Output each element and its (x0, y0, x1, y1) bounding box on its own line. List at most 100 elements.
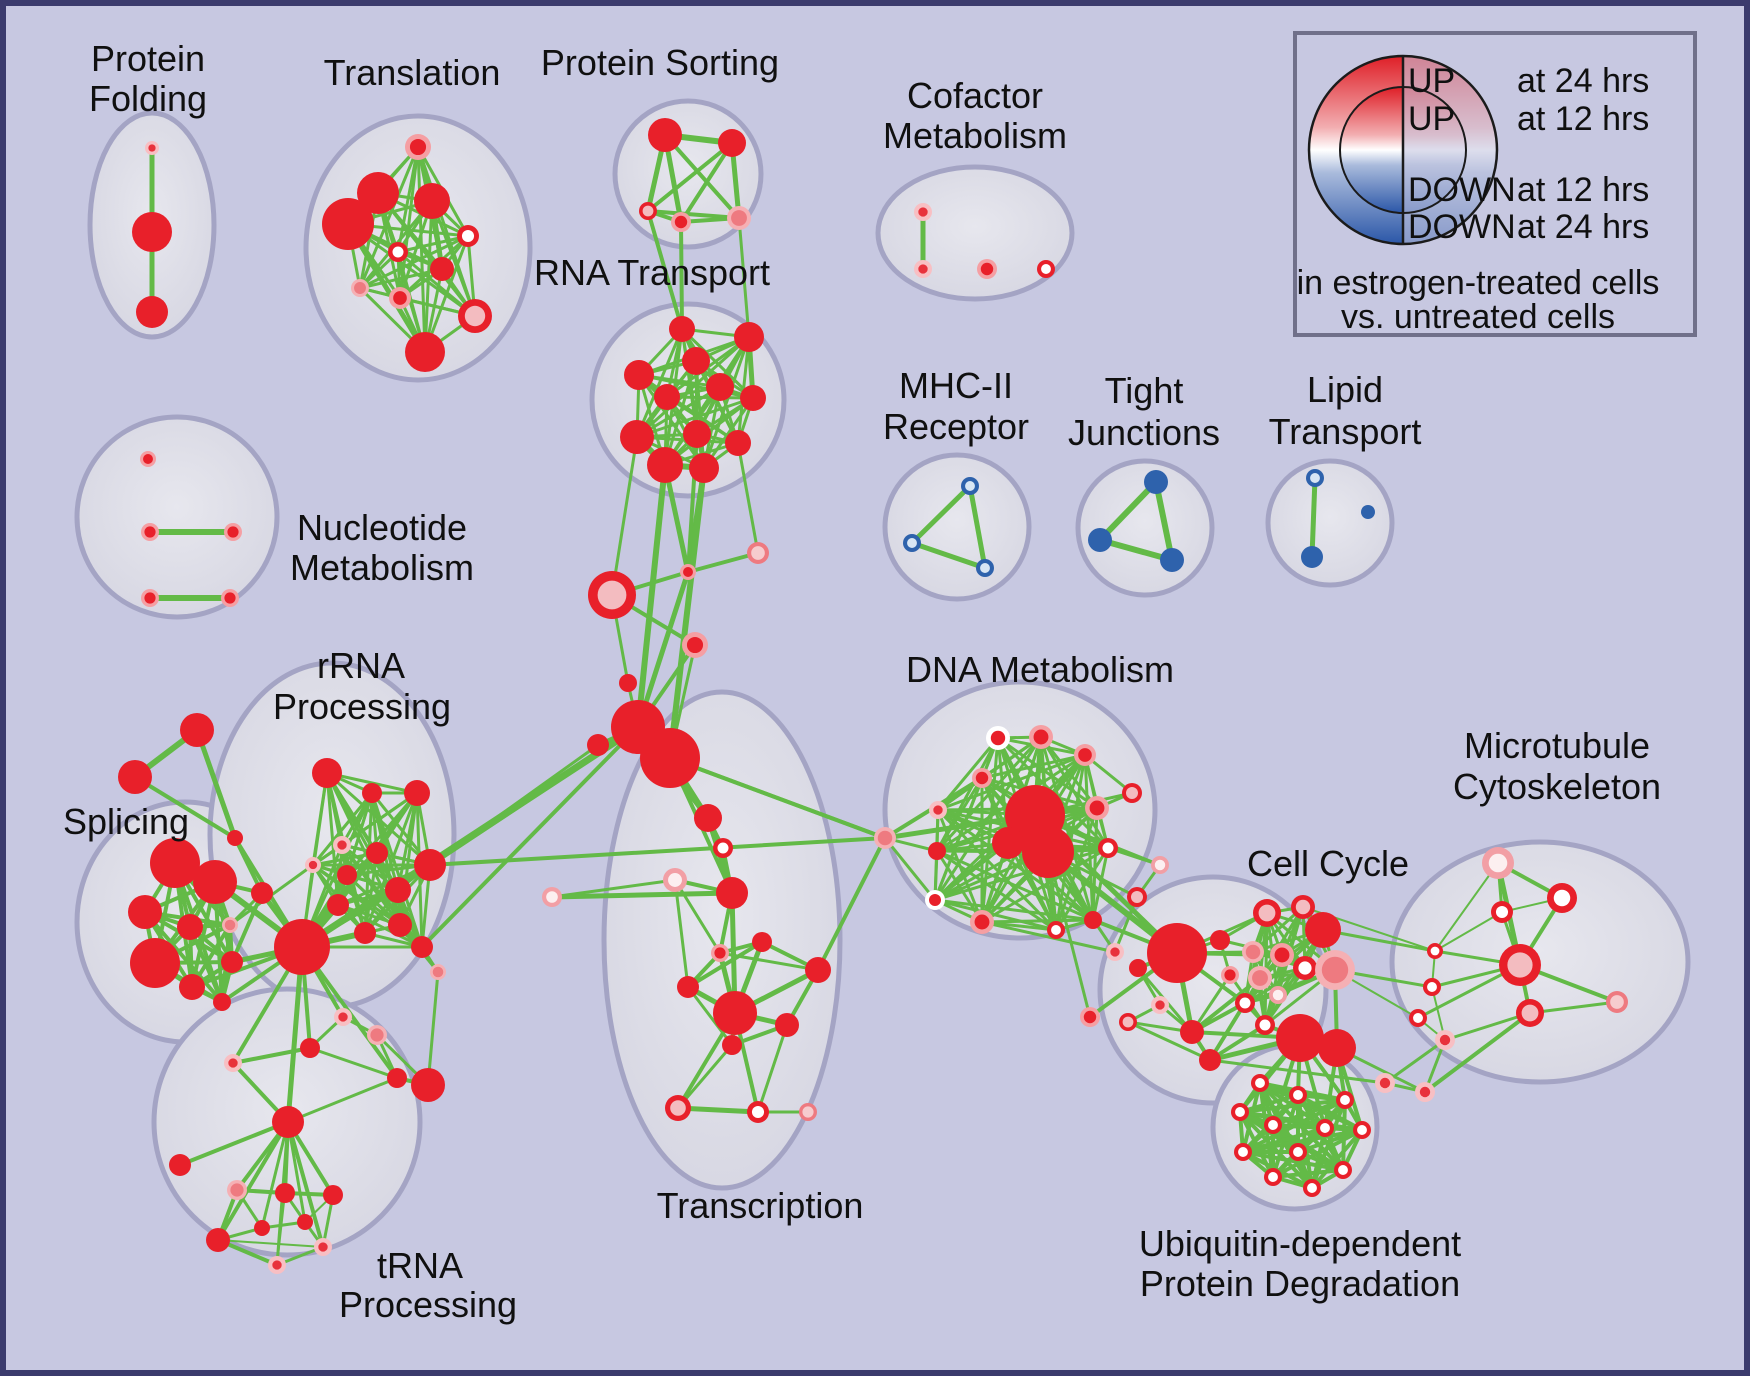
cluster-mhc_ii_receptor-area (882, 452, 1032, 602)
label-tight_junctions: Tight (1105, 370, 1184, 411)
node-transcription-10 (722, 1035, 742, 1055)
node-transcription-12 (747, 1101, 769, 1123)
node-translation-4 (457, 225, 479, 247)
label-nucleotide_metabolism: Nucleotide (297, 507, 467, 548)
legend-faded-halves (1403, 56, 1497, 244)
edge-trna_processing (286, 1120, 325, 1249)
edge-dna_metabolism (936, 753, 1087, 812)
node-rrna_processing-4 (305, 857, 321, 873)
node-dna_metabolism-7 (1022, 826, 1074, 878)
node-tight_junctions-0 (1144, 470, 1168, 494)
node-ubiquitin_degradation-4 (1336, 1091, 1354, 1109)
node-cell_cycle-4 (1270, 943, 1294, 967)
edge-connectors-dna_metabolism (883, 836, 937, 902)
node-trna_processing-0 (272, 1106, 304, 1138)
edge-dna_metabolism (936, 808, 1058, 932)
node-dna_metabolism-1 (1029, 725, 1053, 749)
node-splicing-5 (130, 938, 180, 988)
edge-splicing (143, 910, 224, 1004)
edge-cell_cycle (1208, 976, 1262, 1062)
node-translation-1 (357, 172, 399, 214)
node-rna_transport-8 (620, 420, 654, 454)
node-lipid_transport-1 (1301, 546, 1323, 568)
node-cell_cycle-12 (1129, 959, 1147, 977)
node-cell_cycle-2 (1305, 912, 1341, 948)
legend-row-2-direction: DOWN (1408, 171, 1516, 209)
label-rna_transport: RNA Transport (534, 252, 770, 293)
edge-rna_transport-connectors (610, 435, 639, 597)
label-ubiquitin_degradation: Protein Degradation (1140, 1263, 1460, 1304)
label-splicing: Splicing (63, 801, 189, 842)
node-splicing-8 (213, 993, 231, 1011)
node-rrna_processing-5 (337, 865, 357, 885)
edge-microtubule_cytoskeleton (1434, 862, 1499, 952)
node-rna_transport-11 (689, 453, 719, 483)
label-cell_cycle: Cell Cycle (1247, 843, 1409, 884)
edge-tight_junctions (1097, 537, 1175, 563)
label-lipid_transport: Lipid (1307, 369, 1383, 410)
edge-dna_metabolism (933, 898, 1095, 922)
edge-rna_transport-connectors (667, 465, 707, 761)
legend-row-3-direction: DOWN (1408, 208, 1516, 246)
node-trna_processing-1 (169, 1154, 191, 1176)
node-lipid_transport-2 (1361, 505, 1375, 519)
edge-rrna_processing (311, 791, 374, 867)
legend-row-2-time: at 12 hrs (1517, 171, 1649, 209)
node-splicing-9 (251, 882, 273, 904)
node-microtubule_cytoskeleton-3 (1427, 943, 1443, 959)
node-splicing-3 (177, 914, 203, 940)
node-connectors-6 (542, 887, 562, 907)
node-tight_junctions-2 (1160, 548, 1184, 572)
node-microtubule_cytoskeleton-0 (1482, 847, 1514, 879)
node-dna_metabolism-10 (1098, 838, 1118, 858)
node-dna_metabolism-9 (1085, 796, 1109, 820)
node-mhc_ii_receptor-0 (961, 477, 979, 495)
node-rrna_processing-1 (362, 783, 382, 803)
node-rrna_processing-3 (333, 836, 351, 854)
edge-rrna_processing (426, 970, 440, 1087)
edge-microtubule_cytoskeleton-cell_cycle (1321, 928, 1437, 953)
node-ubiquitin_degradation-1 (1318, 1029, 1356, 1067)
node-rrna_processing-10 (274, 919, 330, 975)
node-dna_metabolism-5 (928, 842, 946, 860)
node-protein_sorting-4 (727, 206, 751, 230)
label-cofactor_metabolism: Cofactor (907, 75, 1043, 116)
node-translation-6 (430, 257, 454, 281)
edge-trna_processing (260, 1120, 290, 1230)
node-transcription-1 (713, 838, 733, 858)
edge-transcription (756, 1023, 789, 1114)
edge-translation (346, 222, 477, 318)
edge-microtubule_cytoskeleton-cell_cycle (1208, 1058, 1387, 1085)
label-trna_processing: Processing (339, 1284, 517, 1325)
node-rrna_processing-16 (300, 1038, 320, 1058)
node-lipid_transport-0 (1306, 469, 1324, 487)
edge-translation (358, 267, 444, 290)
legend-caption-line-1: vs. untreated cells (1341, 298, 1615, 336)
node-connectors-13 (619, 674, 637, 692)
node-cofactor_metabolism-2 (977, 259, 997, 279)
node-rrna_processing-9 (327, 894, 349, 916)
node-protein_sorting-3 (671, 212, 691, 232)
node-connectors-3 (682, 632, 708, 658)
node-dna_metabolism-2 (1074, 744, 1096, 766)
node-mhc_ii_receptor-2 (976, 559, 994, 577)
node-cell_cycle-11 (1180, 1020, 1204, 1044)
label-protein_folding: Protein (91, 38, 205, 79)
node-rrna_processing-18 (411, 1068, 445, 1102)
node-rna_transport-10 (647, 447, 683, 483)
node-microtubule_cytoskeleton-1 (1547, 883, 1577, 913)
edge-rna_transport (665, 395, 755, 400)
nodes (118, 118, 1628, 1274)
node-transcription-2 (663, 868, 687, 892)
edge-dna_metabolism (980, 920, 1117, 954)
edge-dna_metabolism (933, 776, 984, 902)
node-microtubule_cytoskeleton-5 (1499, 944, 1541, 986)
node-rna_transport-1 (734, 322, 764, 352)
node-translation-7 (351, 279, 369, 297)
node-microtubule_cytoskeleton-7 (1606, 991, 1628, 1013)
edge-connectors (133, 775, 237, 840)
node-rna_transport-3 (682, 347, 710, 375)
